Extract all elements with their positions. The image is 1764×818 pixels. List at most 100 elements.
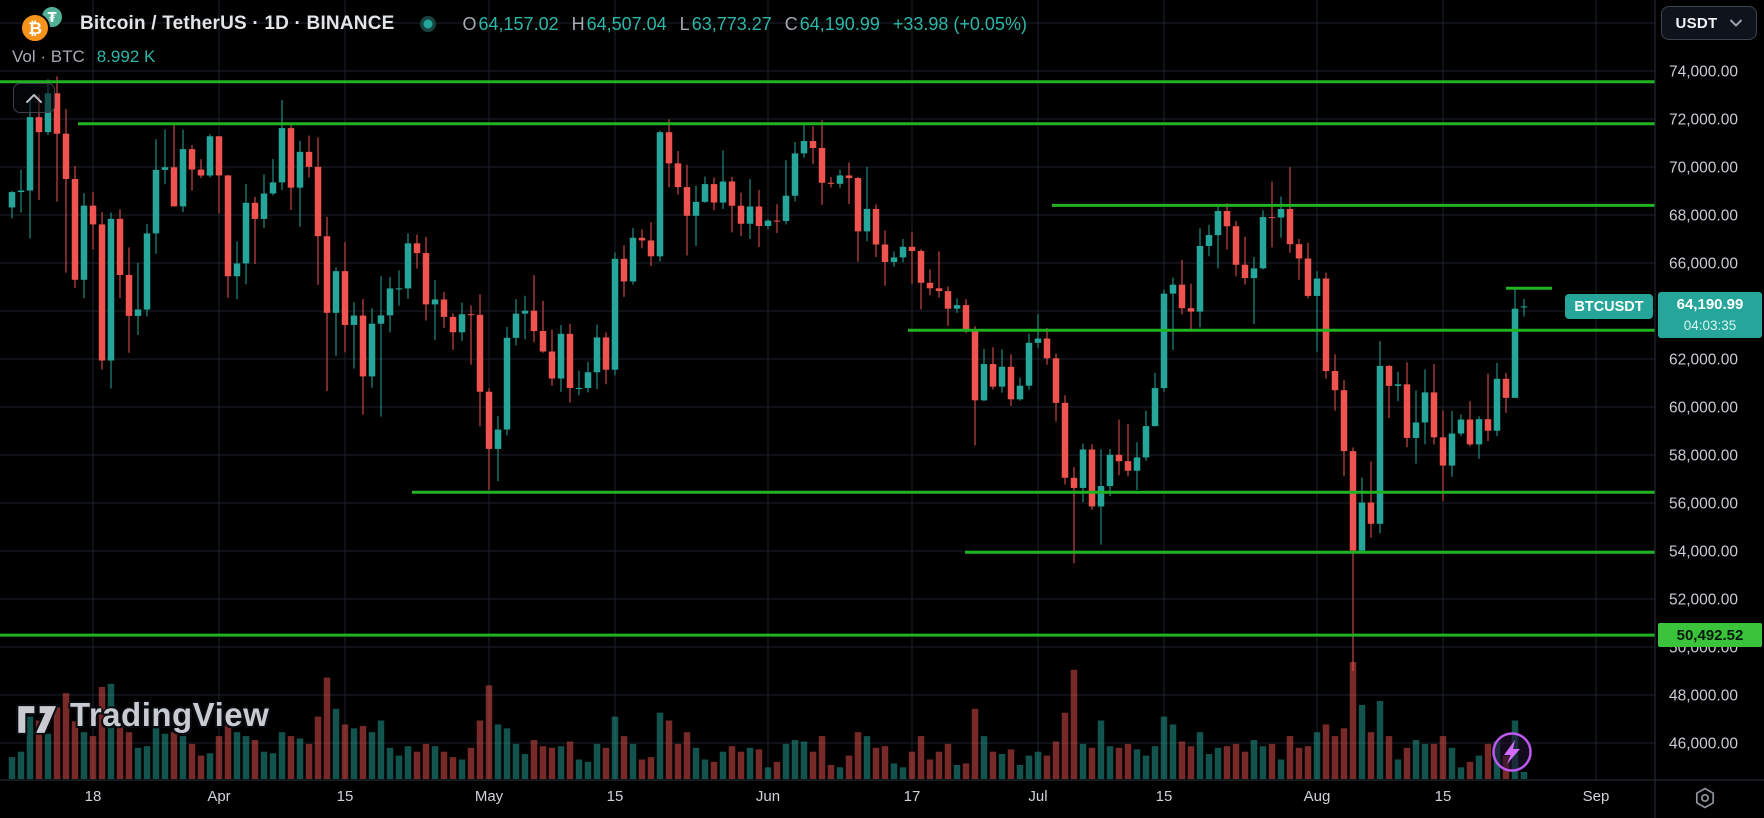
- volume-bar: [476, 720, 484, 779]
- candle-body: [1412, 422, 1420, 438]
- chevron-up-icon: [26, 94, 42, 103]
- candle-body: [1133, 457, 1141, 471]
- price-axis-label[interactable]: 62,000.00: [1669, 352, 1738, 369]
- time-axis-label[interactable]: 17: [904, 788, 921, 805]
- candle-body: [323, 236, 331, 313]
- candle-body: [1115, 454, 1123, 462]
- volume-bar: [1304, 746, 1312, 779]
- candle-body: [1124, 461, 1132, 471]
- candle-body: [566, 333, 574, 388]
- volume-bar: [170, 732, 178, 779]
- price-axis-label[interactable]: 46,000.00: [1669, 736, 1738, 753]
- candle-body: [854, 178, 862, 232]
- candle-body: [872, 208, 880, 245]
- volume-bar: [1142, 755, 1150, 779]
- candle-body: [440, 299, 448, 317]
- price-axis-label[interactable]: 60,000.00: [1669, 400, 1738, 417]
- volume-bar: [269, 753, 277, 779]
- candle-body: [161, 167, 169, 170]
- price-axis-label[interactable]: 56,000.00: [1669, 496, 1738, 513]
- symbol-price-flag-label: BTCUSDT: [1574, 298, 1644, 315]
- volume-bar: [89, 736, 97, 779]
- price-axis-label[interactable]: 52,000.00: [1669, 592, 1738, 609]
- volume-bar: [1223, 746, 1231, 779]
- currency-dropdown[interactable]: USDT: [1661, 6, 1757, 40]
- volume-bar: [116, 724, 124, 779]
- volume-bar: [800, 741, 808, 779]
- time-axis-label[interactable]: 15: [1156, 788, 1173, 805]
- price-axis-label[interactable]: 54,000.00: [1669, 544, 1738, 561]
- price-axis-label[interactable]: 68,000.00: [1669, 208, 1738, 225]
- symbol-title[interactable]: Bitcoin / TetherUS · 1D · BINANCE: [80, 13, 395, 34]
- volume-bar: [530, 740, 538, 779]
- candle-body: [368, 323, 376, 377]
- time-axis-label[interactable]: Jul: [1028, 788, 1047, 805]
- price-axis-label[interactable]: 72,000.00: [1669, 112, 1738, 129]
- instant-trading-button[interactable]: [1491, 731, 1533, 773]
- candle-body: [179, 149, 187, 207]
- candle-body: [899, 246, 907, 258]
- candle-body: [260, 193, 268, 219]
- volume-bar: [1007, 749, 1015, 779]
- time-axis-label[interactable]: Aug: [1304, 788, 1331, 805]
- close-label: C: [784, 13, 798, 34]
- candle-body: [764, 220, 772, 227]
- volume-bar: [233, 732, 241, 779]
- time-axis-label[interactable]: 15: [337, 788, 354, 805]
- price-axis-label[interactable]: 48,000.00: [1669, 688, 1738, 705]
- time-axis-label[interactable]: 18: [85, 788, 102, 805]
- volume-bar: [1268, 743, 1276, 779]
- candle-body: [881, 244, 889, 262]
- candle-body: [1205, 235, 1213, 246]
- volume-bar: [1259, 746, 1267, 779]
- candle-body: [998, 366, 1006, 387]
- candle-body: [1286, 209, 1294, 245]
- volume-bar: [1025, 755, 1033, 779]
- volume-bar: [314, 716, 322, 779]
- low-value: 63,773.27: [691, 13, 772, 34]
- price-axis-label[interactable]: 74,000.00: [1669, 64, 1738, 81]
- candle-body: [971, 330, 979, 401]
- volume-bar: [53, 707, 61, 779]
- time-axis-label[interactable]: Jun: [756, 788, 780, 805]
- candle-body: [359, 315, 367, 377]
- volume-bar: [386, 747, 394, 779]
- candle-body: [1394, 384, 1402, 386]
- time-axis-label[interactable]: Sep: [1583, 788, 1610, 805]
- time-axis-label[interactable]: 15: [1435, 788, 1452, 805]
- legend-collapse-button[interactable]: [13, 83, 55, 113]
- volume-bar: [980, 736, 988, 779]
- volume-bar: [440, 751, 448, 779]
- volume-bar: [620, 736, 628, 779]
- candle-body: [1439, 437, 1447, 466]
- time-axis-label[interactable]: Apr: [207, 788, 230, 805]
- candle-body: [1070, 477, 1078, 488]
- volume-bar: [1088, 747, 1096, 779]
- volume-bar: [1313, 732, 1321, 779]
- candle-body: [1007, 366, 1015, 400]
- candle-body: [701, 184, 709, 202]
- candle-body: [800, 141, 808, 154]
- candle-body: [908, 246, 916, 251]
- candle-body: [476, 314, 484, 392]
- volume-bar: [449, 757, 457, 779]
- time-axis-label[interactable]: 15: [607, 788, 624, 805]
- candle-body: [413, 243, 421, 254]
- candle-body: [1313, 278, 1321, 296]
- volume-bar: [215, 736, 223, 779]
- volume-bar: [1115, 747, 1123, 779]
- candle-body: [53, 93, 61, 134]
- volume-bar: [1106, 746, 1114, 779]
- market-status-dot[interactable]: [419, 15, 437, 33]
- price-axis-label[interactable]: 70,000.00: [1669, 160, 1738, 177]
- volume-bar: [1340, 728, 1348, 779]
- axis-settings-button[interactable]: [1694, 787, 1716, 809]
- time-axis-label[interactable]: May: [475, 788, 504, 805]
- price-axis-label[interactable]: 58,000.00: [1669, 448, 1738, 465]
- volume-bar: [152, 728, 160, 779]
- volume-bar: [728, 746, 736, 779]
- price-axis-label[interactable]: 66,000.00: [1669, 256, 1738, 273]
- volume-bar: [98, 686, 106, 779]
- volume-bar: [998, 754, 1006, 779]
